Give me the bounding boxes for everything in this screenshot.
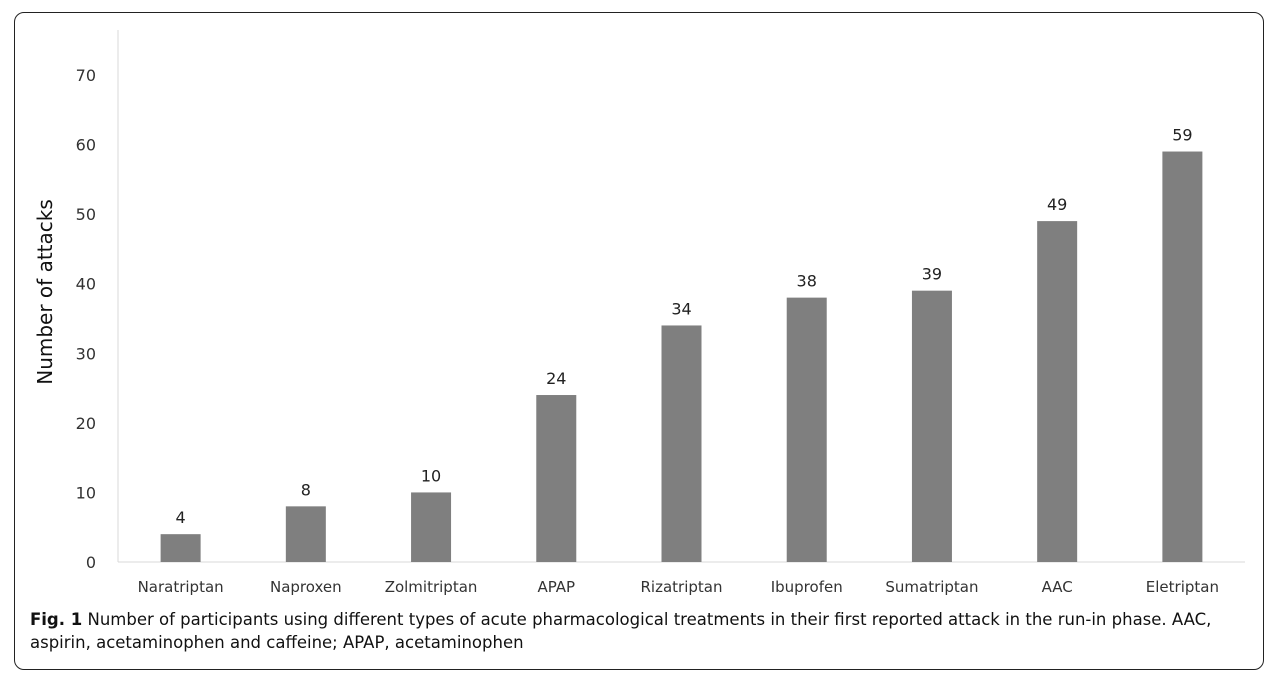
y-tick-label: 20 [76,414,96,433]
bar [1162,151,1203,562]
y-tick-label: 40 [76,275,96,294]
data-label: 38 [797,272,817,291]
data-label: 24 [546,369,566,388]
y-axis-title: Number of attacks [33,199,57,385]
x-tick-label: Naproxen [270,578,342,596]
x-tick-label: AAC [1042,578,1073,596]
data-label: 34 [671,299,691,318]
bar [411,492,452,562]
figure-caption: Fig. 1 Number of participants using diff… [30,608,1250,654]
bar [786,297,827,562]
data-label: 39 [922,265,942,284]
bar [661,325,702,562]
data-label: 59 [1172,126,1192,145]
x-tick-label: Ibuprofen [771,578,843,596]
y-tick-label: 70 [76,66,96,85]
bar [160,534,201,562]
y-tick-label: 30 [76,344,96,363]
y-tick-label: 0 [86,553,96,572]
bars [160,151,1203,562]
bar [285,506,326,562]
x-tick-label: Rizatriptan [641,578,723,596]
data-label: 10 [421,466,441,485]
y-tick-label: 50 [76,205,96,224]
x-tick-label: Naratriptan [138,578,224,596]
data-label: 49 [1047,195,1067,214]
caption-text: Number of participants using different t… [30,610,1212,652]
caption-label: Fig. 1 [30,610,83,629]
data-labels: 4 8 10 24 34 38 39 49 59 [176,126,1193,528]
y-tick-label: 60 [76,136,96,155]
x-tick-label: Zolmitriptan [385,578,478,596]
y-tick-label: 10 [76,483,96,502]
data-label: 8 [301,480,311,499]
y-axis-ticks: 0 10 20 30 40 50 60 70 [76,66,96,572]
data-label: 4 [176,508,186,527]
bar [1037,221,1078,562]
bar [536,395,577,562]
x-tick-label: Eletriptan [1146,578,1219,596]
x-axis-labels: Naratriptan Naproxen Zolmitriptan APAP Rizat… [138,578,1219,596]
bar [911,290,952,562]
x-tick-label: Sumatriptan [885,578,978,596]
x-tick-label: APAP [537,578,575,596]
